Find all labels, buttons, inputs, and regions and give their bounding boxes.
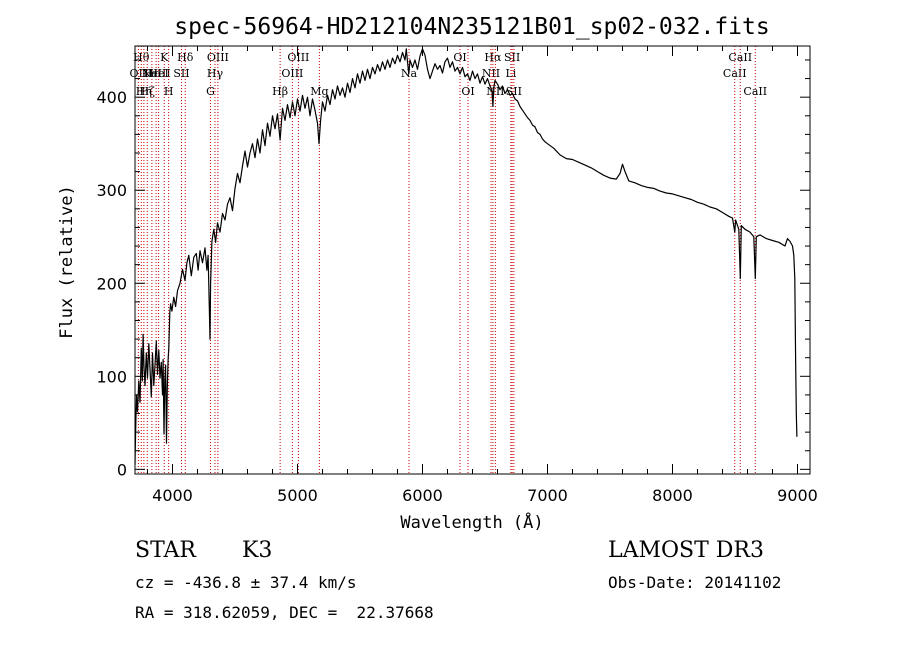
line-marker-label: Li (505, 67, 516, 80)
redshift-cz: cz = -436.8 ± 37.4 km/s (135, 573, 357, 592)
survey-name: LAMOST DR3 (608, 538, 764, 563)
obs-date: Obs-Date: 20141102 (608, 573, 782, 592)
ra-dec: RA = 318.62059, DEC = 22.37668 (135, 603, 434, 622)
line-marker-label: OIII (281, 67, 303, 80)
line-marker-label: Mg (310, 85, 328, 98)
spectrum-line (134, 48, 798, 465)
object-subclass: K3 (242, 538, 273, 563)
plot-border (134, 45, 811, 475)
spectrum-series (134, 48, 798, 465)
line-marker-label: CaII (728, 51, 752, 64)
line-marker-label: SII (504, 51, 520, 64)
line-marker-label: Hα (484, 51, 502, 64)
line-marker-label: OI (461, 85, 474, 98)
spectral-line-markers: OIIHθHηHζHεNeIIIHeIKHSIIHδGHγOIIIHβOIIIO… (130, 46, 767, 474)
y-tick-label: 300 (96, 181, 127, 200)
line-marker-label: G (206, 85, 215, 98)
line-marker-label: CaII (743, 85, 767, 98)
y-tick-label: 0 (117, 460, 127, 479)
x-tick-label: 7000 (527, 486, 568, 505)
line-marker-label: OIII (207, 51, 229, 64)
line-marker-label: HeI (148, 67, 168, 80)
line-marker-label: NeIII (142, 67, 171, 80)
line-marker-label: NII (482, 67, 500, 80)
line-marker-label: OI (453, 51, 466, 64)
y-tick-label: 100 (96, 367, 127, 386)
y-axis-label: Flux (relative) (57, 185, 77, 339)
line-marker-label: H (164, 85, 174, 98)
line-marker-label: Hβ (272, 85, 288, 98)
line-marker-label: SII (173, 67, 189, 80)
y-tick-label: 200 (96, 274, 127, 293)
object-class: STAR (135, 538, 196, 563)
x-tick-label: 9000 (777, 486, 818, 505)
line-marker-label: Hδ (177, 51, 194, 64)
line-marker-label: Hγ (207, 67, 224, 80)
x-tick-label: 5000 (277, 486, 318, 505)
y-tick-label: 400 (96, 88, 127, 107)
line-marker-label: OII (130, 67, 148, 80)
x-axis-label: Wavelength (Å) (400, 511, 543, 533)
x-tick-label: 4000 (152, 486, 193, 505)
line-marker-label: Hζ (139, 85, 155, 98)
plot-frame: 4000 5000 6000 7000 8000 9000 0 100 200 300 400 (96, 45, 818, 505)
line-marker-label: K (160, 51, 169, 64)
chart-title: spec-56964-HD212104N235121B01_sp02-032.f… (174, 14, 769, 40)
x-tick-label: 8000 (652, 486, 693, 505)
line-marker-label: Hθ (133, 51, 150, 64)
line-marker-label: Hη (136, 85, 152, 98)
x-tick-label: 6000 (402, 486, 443, 505)
line-marker-label: OIII (287, 51, 309, 64)
line-marker-label: CaII (723, 67, 747, 80)
